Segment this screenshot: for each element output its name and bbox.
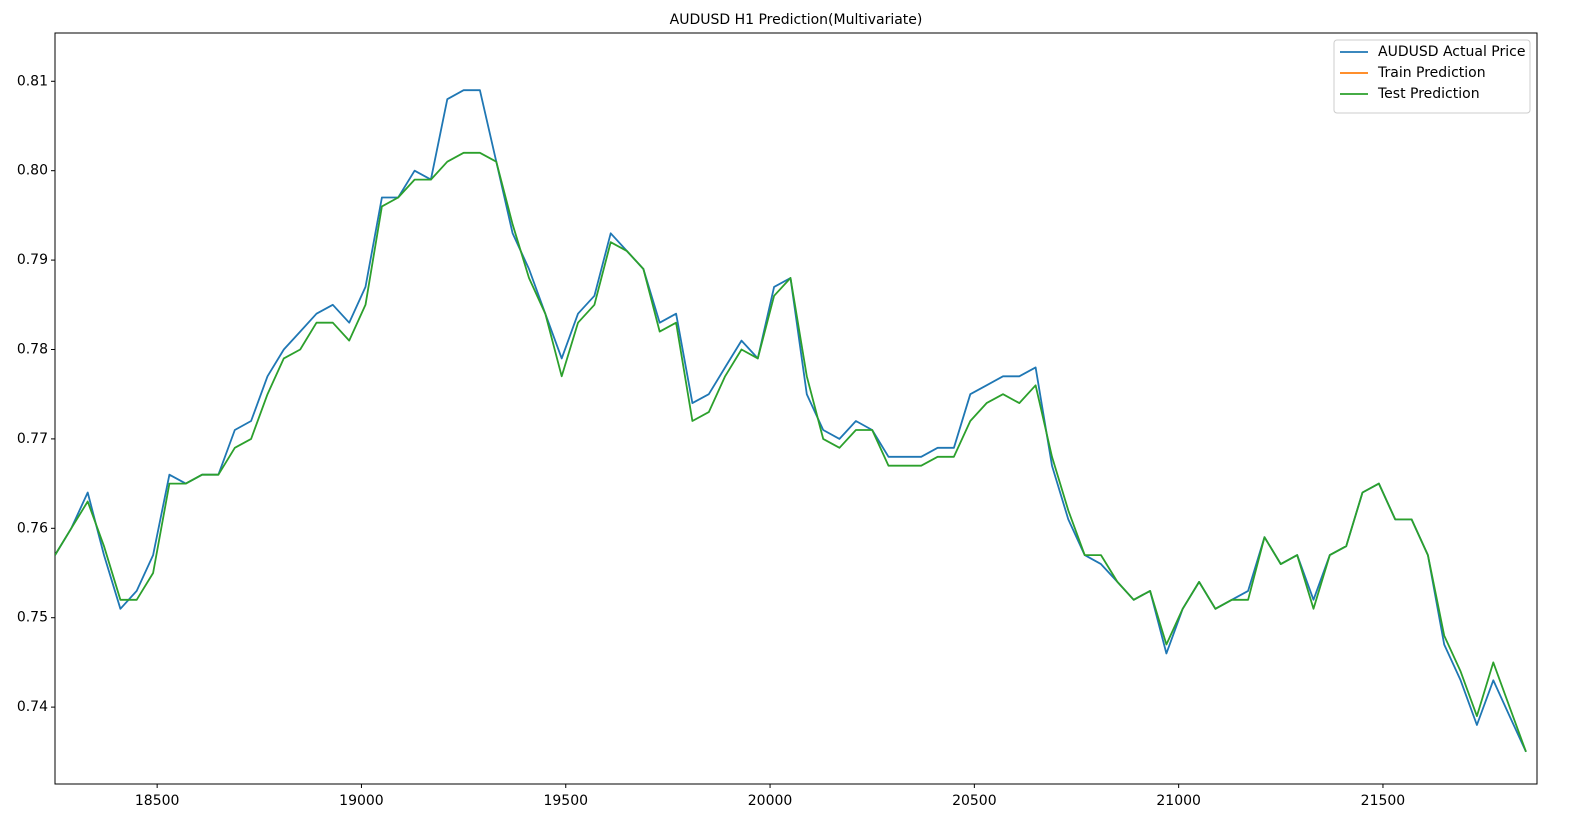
x-tick-label: 20500 bbox=[952, 793, 997, 809]
data-line bbox=[55, 151, 1527, 753]
x-tick-label: 19000 bbox=[339, 793, 384, 809]
y-tick-label: 0.75 bbox=[17, 610, 48, 626]
legend-label: AUDUSD Actual Price bbox=[1378, 44, 1525, 60]
y-tick-label: 0.79 bbox=[17, 252, 48, 268]
chart-title: AUDUSD H1 Prediction(Multivariate) bbox=[670, 12, 923, 28]
x-tick-label: 18500 bbox=[135, 793, 180, 809]
x-tick-label: 21000 bbox=[1156, 793, 1201, 809]
y-tick-label: 0.76 bbox=[17, 520, 48, 536]
y-tick-label: 0.80 bbox=[17, 163, 48, 179]
y-tick-label: 0.74 bbox=[17, 699, 48, 715]
legend-box bbox=[1333, 39, 1531, 114]
legend-label: Train Prediction bbox=[1377, 65, 1486, 81]
y-tick-label: 0.77 bbox=[17, 431, 48, 447]
y-tick-label: 0.78 bbox=[17, 341, 48, 357]
x-tick-label: 20000 bbox=[748, 793, 793, 809]
data-line bbox=[55, 89, 1527, 753]
plot-frame bbox=[54, 32, 1538, 785]
legend-label: Test Prediction bbox=[1377, 86, 1480, 102]
x-tick-label: 21500 bbox=[1361, 793, 1406, 809]
plot-area bbox=[55, 89, 1527, 753]
x-tick-label: 19500 bbox=[543, 793, 588, 809]
y-tick-label: 0.81 bbox=[17, 73, 48, 89]
